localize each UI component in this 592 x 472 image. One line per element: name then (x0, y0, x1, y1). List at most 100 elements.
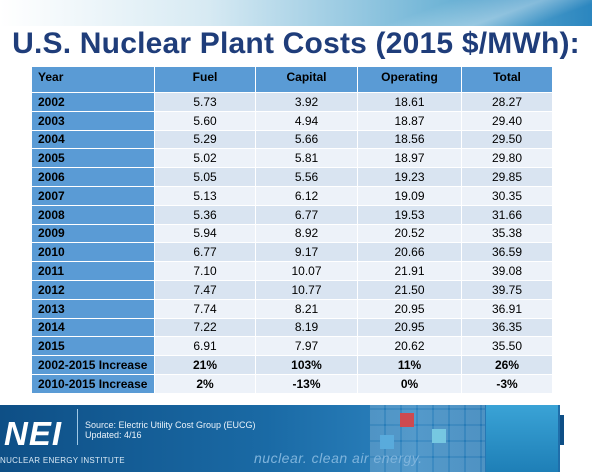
table-row: 2007 5.13 6.12 19.09 30.35 (31, 185, 553, 206)
cell-fuel: 5.60 (154, 110, 256, 131)
blue-tile (380, 435, 394, 449)
cell-year: 2010 (31, 242, 155, 263)
cell-total: 31.66 (461, 204, 553, 225)
table-header-row: Year Fuel Capital Operating Total (31, 66, 553, 93)
header-total: Total (461, 66, 553, 93)
table-row: 2004 5.29 5.66 18.56 29.50 (31, 129, 553, 150)
nei-logo: NEI (4, 415, 63, 452)
table-row: 2003 5.60 4.94 18.87 29.40 (31, 110, 553, 131)
nei-logo-subtitle: NUCLEAR ENERGY INSTITUTE (0, 456, 125, 465)
slide-title: U.S. Nuclear Plant Costs (2015 $/MWh): (12, 27, 580, 60)
cyan-tile (432, 429, 446, 443)
red-tile (400, 413, 414, 427)
banner-swoosh (362, 0, 592, 26)
cell-operating: 20.95 (357, 317, 462, 338)
cell-year: 2010-2015 Increase (31, 373, 155, 394)
header-fuel: Fuel (154, 66, 256, 93)
cell-capital: 4.94 (255, 110, 358, 131)
cell-fuel: 21% (154, 355, 256, 375)
table-row: 2009 5.94 8.92 20.52 35.38 (31, 223, 553, 244)
cell-operating: 20.95 (357, 298, 462, 319)
table-row: 2014 7.22 8.19 20.95 36.35 (31, 317, 553, 338)
updated-line: Updated: 4/16 (85, 430, 142, 440)
cell-fuel: 7.10 (154, 261, 256, 281)
header-year: Year (31, 66, 155, 93)
cell-capital: -13% (255, 373, 358, 394)
cell-capital: 8.21 (255, 298, 358, 319)
cell-capital: 10.77 (255, 279, 358, 300)
cell-capital: 5.56 (255, 167, 358, 187)
footer-bar: NEI NUCLEAR ENERGY INSTITUTE Source: Ele… (0, 405, 592, 472)
footer-tagline: nuclear. clean air energy. (254, 450, 423, 466)
cell-year: 2011 (31, 261, 155, 281)
cell-year: 2002 (31, 92, 155, 112)
table-row: 2011 7.10 10.07 21.91 39.08 (31, 261, 553, 281)
cell-operating: 19.09 (357, 185, 462, 206)
footer-source: Source: Electric Utility Cost Group (EUC… (85, 420, 256, 440)
cell-total: 29.80 (461, 148, 553, 169)
cell-total: 29.40 (461, 110, 553, 131)
cell-total: -3% (461, 373, 553, 394)
cell-fuel: 5.94 (154, 223, 256, 244)
cell-fuel: 7.74 (154, 298, 256, 319)
cost-table: Year Fuel Capital Operating Total 2002 5.… (31, 66, 553, 394)
cell-total: 35.38 (461, 223, 553, 244)
cell-year: 2004 (31, 129, 155, 150)
cell-operating: 18.56 (357, 129, 462, 150)
cell-total: 28.27 (461, 92, 553, 112)
footer-divider (77, 409, 78, 445)
cell-operating: 21.50 (357, 279, 462, 300)
cell-fuel: 5.05 (154, 167, 256, 187)
cell-capital: 8.19 (255, 317, 358, 338)
cell-year: 2014 (31, 317, 155, 338)
cell-operating: 21.91 (357, 261, 462, 281)
table-row: 2010 6.77 9.17 20.66 36.59 (31, 242, 553, 263)
cell-operating: 11% (357, 355, 462, 375)
cell-fuel: 5.73 (154, 92, 256, 112)
cell-operating: 20.62 (357, 336, 462, 357)
cell-operating: 18.61 (357, 92, 462, 112)
cell-total: 36.91 (461, 298, 553, 319)
cell-fuel: 6.91 (154, 336, 256, 357)
cell-year: 2015 (31, 336, 155, 357)
cell-fuel: 7.47 (154, 279, 256, 300)
top-banner (0, 0, 592, 26)
cell-capital: 9.17 (255, 242, 358, 263)
table-row: 2012 7.47 10.77 21.50 39.75 (31, 279, 553, 300)
cell-fuel: 5.29 (154, 129, 256, 150)
cell-total: 30.35 (461, 185, 553, 206)
table-body: 2002 5.73 3.92 18.61 28.27 2003 5.60 4.94 18.87 2… (31, 92, 553, 394)
cell-fuel: 7.22 (154, 317, 256, 338)
table-row: 2002 5.73 3.92 18.61 28.27 (31, 92, 553, 112)
cell-operating: 0% (357, 373, 462, 394)
cell-operating: 18.87 (357, 110, 462, 131)
cell-year: 2008 (31, 204, 155, 225)
cell-year: 2002-2015 Increase (31, 355, 155, 375)
table-row: 2008 5.36 6.77 19.53 31.66 (31, 204, 553, 225)
footer-photo-panel (486, 405, 558, 472)
cell-year: 2005 (31, 148, 155, 169)
cell-capital: 5.81 (255, 148, 358, 169)
cell-fuel: 6.77 (154, 242, 256, 263)
cell-operating: 20.52 (357, 223, 462, 244)
table-row: 2002-2015 Increase 21% 103% 11% 26% (31, 355, 553, 375)
edge-bar (560, 415, 564, 445)
cell-year: 2012 (31, 279, 155, 300)
footer-edge (560, 405, 592, 472)
cell-capital: 6.12 (255, 185, 358, 206)
cell-year: 2003 (31, 110, 155, 131)
cell-total: 26% (461, 355, 553, 375)
cell-total: 36.35 (461, 317, 553, 338)
header-capital: Capital (255, 66, 358, 93)
cell-year: 2013 (31, 298, 155, 319)
cell-capital: 103% (255, 355, 358, 375)
table-row: 2005 5.02 5.81 18.97 29.80 (31, 148, 553, 169)
cell-year: 2009 (31, 223, 155, 244)
cell-operating: 20.66 (357, 242, 462, 263)
cell-fuel: 5.13 (154, 185, 256, 206)
cell-operating: 19.53 (357, 204, 462, 225)
cell-total: 39.08 (461, 261, 553, 281)
cell-total: 36.59 (461, 242, 553, 263)
cell-fuel: 5.36 (154, 204, 256, 225)
table-row: 2013 7.74 8.21 20.95 36.91 (31, 298, 553, 319)
